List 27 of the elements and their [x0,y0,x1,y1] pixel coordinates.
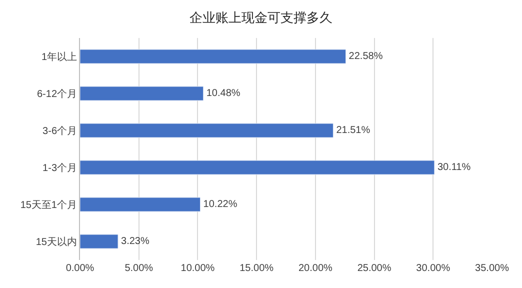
x-tick-label: 20.00% [298,263,332,274]
y-tick-label: 15天至1个月 [20,199,77,211]
x-tick-label: 5.00% [124,263,154,274]
x-tick-label: 0.00% [66,263,94,274]
y-tick-label: 1-3个月 [42,162,77,174]
data-label: 10.48% [206,88,240,99]
bar [80,234,118,249]
bar [80,49,346,64]
y-tick-label: 15天以内 [36,236,77,248]
x-tick-label: 25.00% [357,263,392,274]
data-label: 21.51% [336,125,370,136]
data-label: 3.23% [121,236,150,247]
data-label: 22.58% [348,51,383,62]
bar [80,160,435,175]
y-tick-label: 6-12个月 [36,88,77,100]
y-tick-label: 1年以上 [41,51,77,63]
data-label: 30.11% [437,162,471,173]
bar [80,86,204,101]
x-tick-label: 15.00% [240,263,274,274]
x-tick-label: 10.00% [180,263,215,274]
data-label: 10.22% [203,199,238,210]
chart-title: 企业账上现金可支撑多久 [190,10,332,26]
x-tick-label: 35.00% [475,263,510,274]
y-tick-label: 3-6个月 [42,125,77,137]
bar [80,197,201,212]
bar [80,123,334,138]
x-tick-label: 30.00% [416,263,450,274]
